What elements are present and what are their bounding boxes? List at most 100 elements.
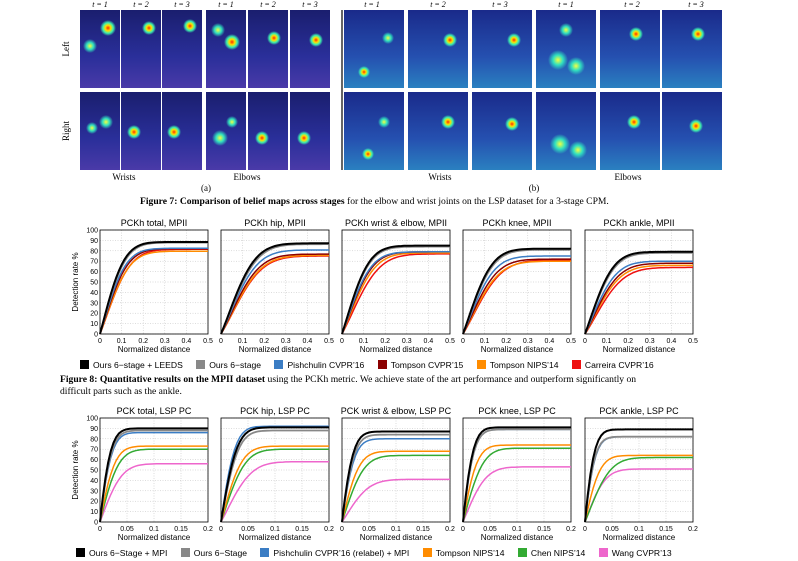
time-label: t = 1: [218, 0, 234, 9]
chart-9: PCK knee, LSP PC 0 0.05 0.1 0.15 0.2 Normalize…: [461, 406, 576, 542]
time-label: t = 2: [260, 0, 276, 9]
x-tick-label: 0.5: [445, 338, 455, 345]
y-tick-label: 50: [90, 280, 98, 287]
series-line: [584, 266, 693, 335]
x-axis-label: Normalized distance: [118, 533, 191, 542]
x-tick-label: 0.1: [391, 526, 401, 533]
legend-swatch: [598, 548, 608, 557]
series-line: [584, 264, 693, 335]
x-tick-label: 0.3: [523, 338, 533, 345]
series-line: [99, 448, 208, 523]
series-line: [462, 447, 571, 523]
series-line: [220, 253, 329, 335]
caption-bold: Quantitative results on the MPII dataset: [99, 374, 266, 385]
plot-frame: [341, 229, 451, 335]
y-tick-label: 90: [90, 426, 98, 433]
series-line: [584, 260, 693, 335]
legend-label: Pishchulin CVPR’16 (relabel) + MPI: [273, 548, 410, 558]
series-line: [341, 244, 450, 335]
legend-item: Tompson NIPS’14: [476, 360, 559, 370]
x-tick-label: 0.2: [566, 526, 576, 533]
legend-item: Ours 6−Stage + MPI: [76, 548, 167, 558]
legend-item: Ours 6−stage: [196, 360, 261, 370]
x-tick-label: 0: [98, 526, 102, 533]
time-label: t = 1: [92, 0, 108, 9]
series-line: [220, 242, 329, 335]
time-label: t = 1: [364, 0, 380, 9]
series-line: [341, 450, 450, 523]
y-tick-label: 0: [94, 520, 98, 527]
y-tick-label: 10: [90, 509, 98, 516]
x-tick-label: 0.1: [634, 526, 644, 533]
series-line: [99, 250, 208, 335]
legend-label: Tompson CVPR’15: [390, 360, 464, 370]
x-axis-label: Normalized distance: [481, 533, 554, 542]
y-tick-label: 10: [90, 321, 98, 328]
plot-frame: [99, 417, 209, 523]
x-axis-label: Normalized distance: [603, 345, 676, 354]
y-tick-label: 70: [90, 447, 98, 454]
sublabel-b: (b): [528, 183, 540, 193]
plot-frame: [99, 229, 209, 335]
x-tick-label: 0.4: [424, 338, 434, 345]
y-tick-label: 20: [90, 311, 98, 318]
y-axis-label: Detection rate %: [71, 252, 80, 311]
series-line: [462, 466, 571, 523]
x-axis-label: Normalized distance: [239, 345, 312, 354]
time-label: t = 2: [624, 0, 640, 9]
series-line: [462, 247, 571, 335]
y-tick-label: 100: [86, 416, 98, 423]
series-line: [341, 454, 450, 523]
y-tick-label: 80: [90, 248, 98, 255]
x-tick-label: 0: [340, 338, 344, 345]
legend-item: Tompson NIPS’14: [422, 548, 504, 558]
y-axis-label: Detection rate %: [71, 440, 80, 499]
series-line: [220, 254, 329, 335]
series-line: [462, 258, 571, 335]
series-line: [584, 428, 693, 523]
x-tick-label: 0.2: [324, 526, 334, 533]
plot-frame: [584, 417, 694, 523]
chart-10: PCK ankle, LSP PC 0 0.05 0.1 0.15 0.2 Normaliz…: [583, 406, 698, 542]
group-label-elbows-b: Elbows: [614, 172, 642, 182]
series-line: [584, 435, 693, 523]
figure-8-caption: Figure 8: Quantitative results on the MP…: [60, 374, 750, 397]
legend-label: Wang CVPR’13: [611, 548, 672, 558]
x-tick-label: 0.4: [182, 338, 192, 345]
x-tick-label: 0: [583, 526, 587, 533]
caption-label: Figure 7:: [140, 196, 178, 207]
chart-3: PCKh wrist & elbow, MPII 0 0.1 0.2 0.3 0.4 0.5…: [340, 218, 455, 354]
series-line: [99, 427, 208, 523]
chart-title: PCKh ankle, MPII: [603, 218, 674, 228]
legend-label: Carreira CVPR’16: [584, 360, 654, 370]
y-tick-label: 40: [90, 290, 98, 297]
x-tick-label: 0.1: [270, 526, 280, 533]
chart-5: PCKh ankle, MPII 0 0.1 0.2 0.3 0.4 0.5 Normaliz…: [583, 218, 698, 354]
chart-title: PCK hip, LSP PC: [240, 406, 310, 416]
legend-item: Carreira CVPR’16: [571, 360, 654, 370]
legend-mpii: Ours 6−stage + LEEDS Ours 6−stage Pishch…: [80, 360, 665, 370]
series-line: [220, 249, 329, 335]
x-tick-label: 0.1: [359, 338, 369, 345]
thumbnail-row-bottom: [344, 92, 722, 170]
x-tick-label: 0.15: [659, 526, 673, 533]
series-line: [341, 433, 450, 523]
y-tick-label: 40: [90, 478, 98, 485]
x-tick-label: 0.3: [645, 338, 655, 345]
x-tick-label: 0.15: [416, 526, 430, 533]
group-label-wrists-b: Wrists: [428, 172, 452, 182]
x-axis-label: Normalized distance: [603, 533, 676, 542]
x-tick-label: 0: [340, 526, 344, 533]
series-line: [584, 250, 693, 335]
series-line: [220, 460, 329, 523]
time-label: t = 2: [133, 0, 149, 9]
series-line: [99, 431, 208, 523]
series-line: [341, 251, 450, 335]
y-tick-label: 90: [90, 238, 98, 245]
legend-label: Ours 6−Stage: [193, 548, 248, 558]
chart-title: PCK total, LSP PC: [117, 406, 192, 416]
x-tick-label: 0.5: [688, 338, 698, 345]
chart-title: PCKh knee, MPII: [482, 218, 551, 228]
legend-swatch: [571, 360, 581, 369]
legend-item: Chen NIPS’14: [517, 548, 585, 558]
